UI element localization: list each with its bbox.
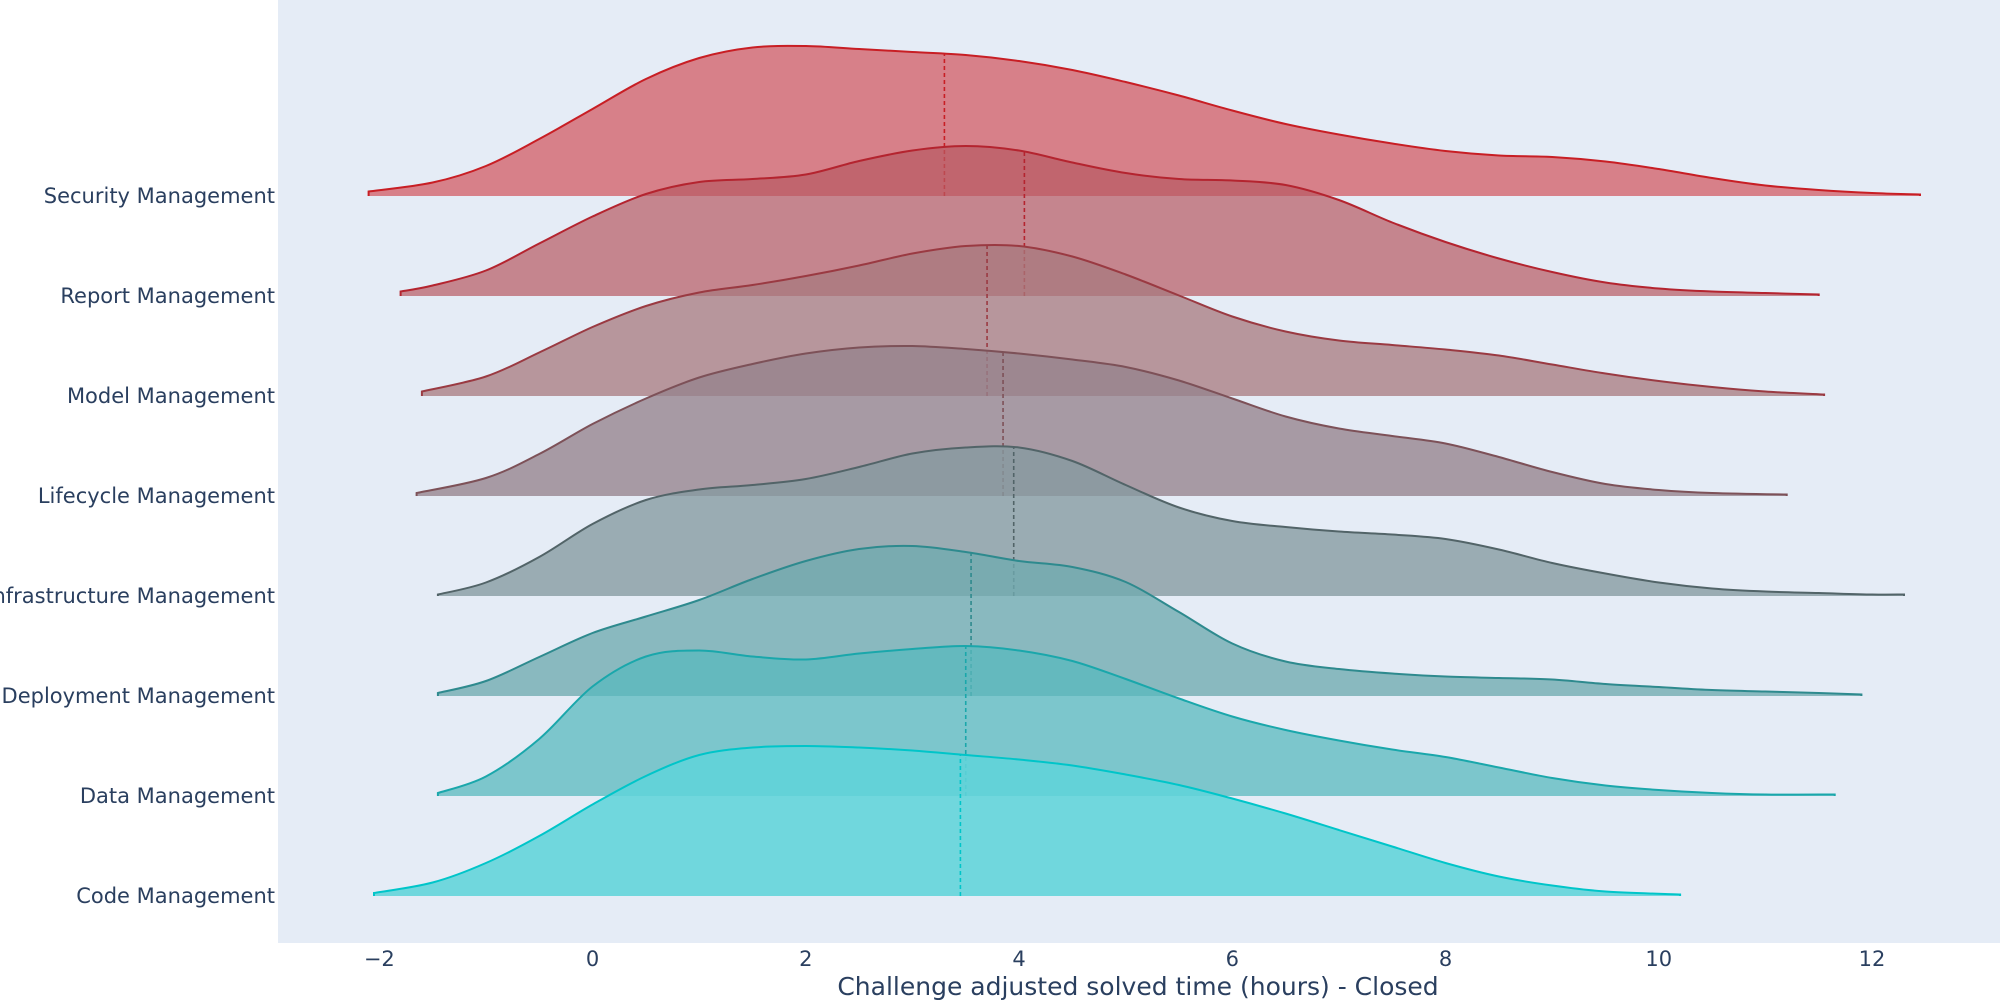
x-tick-label: 6 — [1226, 947, 1239, 971]
ridge-area-report-management — [400, 146, 1819, 296]
x-tick-label: 4 — [1012, 947, 1025, 971]
x-tick-label: 10 — [1645, 947, 1672, 971]
ridge-line-security-management — [367, 44, 1921, 196]
ridge-line-data-management — [436, 644, 1836, 796]
x-axis-title: Challenge adjusted solved time (hours) -… — [837, 972, 1438, 1000]
category-labels: Security Management Report Management Mode… — [0, 184, 275, 908]
ridges-group — [367, 44, 1921, 896]
ridge-line-code-management — [373, 744, 1682, 896]
category-label-security-management: Security Management — [44, 184, 275, 208]
x-tick-label: −2 — [364, 947, 395, 971]
ridge-area-security-management — [368, 45, 1921, 196]
category-label-report-management: Report Management — [60, 284, 275, 308]
x-tick-label: 0 — [586, 947, 599, 971]
ridge-line-report-management — [399, 144, 1820, 296]
category-label-infrastructure-management: Infrastructure Management — [0, 584, 275, 608]
x-axis-ticks: −2 0 2 4 6 8 10 12 — [364, 947, 1886, 971]
ridge-line-lifecycle-management — [415, 344, 1788, 496]
category-label-code-management: Code Management — [76, 884, 275, 908]
ridge-line-deployment-management — [436, 544, 1863, 696]
category-label-model-management: Model Management — [67, 384, 275, 408]
ridge-line-model-management — [420, 243, 1826, 396]
x-tick-label: 8 — [1439, 947, 1452, 971]
ridge-area-infrastructure-management — [437, 446, 1904, 596]
category-label-lifecycle-management: Lifecycle Management — [38, 484, 275, 508]
x-tick-label: 2 — [799, 947, 812, 971]
category-label-data-management: Data Management — [80, 784, 275, 808]
ridge-area-code-management — [374, 746, 1681, 896]
category-label-deployment-management: Deployment Management — [2, 684, 275, 708]
ridge-line-infrastructure-management — [436, 445, 1905, 596]
x-tick-label: 12 — [1859, 947, 1886, 971]
ridge-area-lifecycle-management — [416, 345, 1787, 496]
